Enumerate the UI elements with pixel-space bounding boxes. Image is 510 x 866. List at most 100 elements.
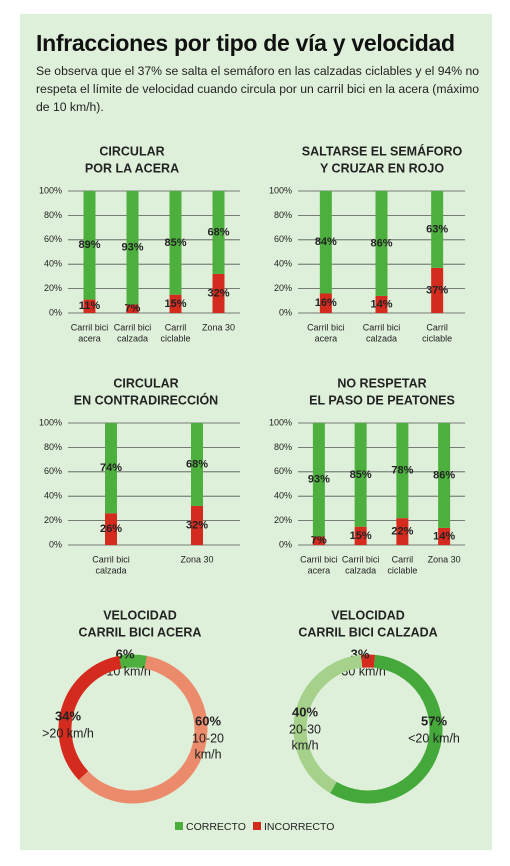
x-tick-label: Carril bici <box>307 322 345 332</box>
value-label: 40% <box>292 704 318 719</box>
y-tick-label: 100% <box>39 417 62 427</box>
page-title: Infracciones por tipo de vía y velocidad <box>36 30 455 56</box>
value-label: 22% <box>391 525 413 537</box>
y-tick-label: 40% <box>44 259 62 269</box>
y-tick-label: 60% <box>274 234 292 244</box>
y-tick-label: 80% <box>44 442 62 452</box>
value-label: 37% <box>426 284 448 296</box>
y-tick-label: 60% <box>44 466 62 476</box>
slice-label: km/h <box>291 738 318 752</box>
y-tick-label: 20% <box>274 515 292 525</box>
slice-label: 20-30 <box>289 722 321 736</box>
value-label: 32% <box>207 287 229 299</box>
value-label: 68% <box>186 458 208 470</box>
y-tick-label: 60% <box>44 234 62 244</box>
value-label: 6% <box>116 646 135 661</box>
bar-segment <box>396 423 409 519</box>
donut-slice <box>330 654 443 804</box>
bar-segment <box>396 518 409 545</box>
slice-label: >20 km/h <box>42 726 94 740</box>
value-label: 68% <box>207 226 229 238</box>
y-tick-label: 80% <box>44 210 62 220</box>
y-tick-label: 0% <box>49 539 62 549</box>
value-label: 15% <box>164 298 186 310</box>
bar-segment <box>83 191 96 300</box>
y-tick-label: 20% <box>274 283 292 293</box>
value-label: 84% <box>315 236 337 248</box>
value-label: 14% <box>433 530 455 542</box>
x-tick-label: Carril bici <box>342 554 380 564</box>
y-tick-label: 20% <box>44 283 62 293</box>
chart-title: POR LA ACERA <box>85 161 179 175</box>
bar-segment <box>375 295 388 313</box>
value-label: 32% <box>186 519 208 531</box>
legend-swatch <box>253 822 261 830</box>
value-label: 86% <box>433 469 455 481</box>
y-tick-label: 0% <box>279 539 292 549</box>
value-label: 93% <box>121 242 143 254</box>
bar-segment <box>354 423 367 527</box>
value-label: 7% <box>125 303 141 315</box>
bar-segment <box>375 191 388 296</box>
x-tick-label: Carril <box>426 322 448 332</box>
chart-title: CIRCULAR <box>99 144 164 158</box>
value-label: 78% <box>391 464 413 476</box>
value-label: 89% <box>78 239 100 251</box>
chart-title: CIRCULAR <box>113 376 178 390</box>
x-tick-label: ciclable <box>387 565 417 575</box>
legend-label: INCORRECTO <box>264 821 334 833</box>
chart-title: VELOCIDAD <box>103 608 177 622</box>
chart-title: Y CRUZAR EN ROJO <box>320 161 444 175</box>
chart-title: EN CONTRADIRECCIÓN <box>74 392 218 407</box>
x-tick-label: Carril bici <box>363 322 401 332</box>
bar-segment <box>105 423 117 514</box>
x-tick-label: Zona 30 <box>202 322 235 332</box>
value-label: 7% <box>311 535 327 547</box>
slice-label: <20 km/h <box>408 731 460 745</box>
value-label: 11% <box>79 300 101 312</box>
x-tick-label: calzada <box>95 565 126 575</box>
bar-segment <box>212 191 225 274</box>
x-tick-label: calzada <box>366 333 397 343</box>
bar-segment <box>83 299 96 313</box>
bar-segment <box>312 536 325 545</box>
bar-segment <box>312 423 325 537</box>
x-tick-label: calzada <box>345 565 376 575</box>
value-label: 34% <box>55 708 81 723</box>
y-tick-label: 40% <box>274 259 292 269</box>
panel <box>20 14 492 850</box>
bar-segment <box>319 293 332 313</box>
bar-segment <box>354 526 367 545</box>
x-tick-label: acera <box>308 565 331 575</box>
donut-slice <box>78 655 208 804</box>
value-label: 14% <box>370 298 392 310</box>
y-tick-label: 20% <box>44 515 62 525</box>
value-label: 63% <box>426 223 448 235</box>
bar-segment <box>438 527 451 545</box>
chart-title: EL PASO DE PEATONES <box>309 393 455 407</box>
value-label: 85% <box>350 469 372 481</box>
bar-segment <box>169 294 182 313</box>
y-tick-label: 100% <box>269 185 292 195</box>
x-tick-label: Carril bici <box>92 554 130 564</box>
y-tick-label: 80% <box>274 210 292 220</box>
bar-segment <box>126 191 139 305</box>
bar-segment <box>431 267 444 313</box>
legend-label: CORRECTO <box>186 821 246 833</box>
y-tick-label: 60% <box>274 466 292 476</box>
donut-slice <box>119 654 147 669</box>
value-label: 86% <box>370 237 392 249</box>
bar-segment <box>191 505 203 545</box>
value-label: 16% <box>315 297 337 309</box>
value-label: 60% <box>195 713 221 728</box>
chart-title: NO RESPETAR <box>337 376 426 390</box>
y-tick-label: 0% <box>49 307 62 317</box>
donut-slice <box>293 654 363 794</box>
bar-segment <box>169 191 182 295</box>
x-tick-label: Carril bici <box>71 322 109 332</box>
slice-label: 10-20 <box>192 731 224 745</box>
value-label: 85% <box>164 237 186 249</box>
bar-segment <box>191 423 203 506</box>
x-tick-label: Zona 30 <box>428 554 461 564</box>
